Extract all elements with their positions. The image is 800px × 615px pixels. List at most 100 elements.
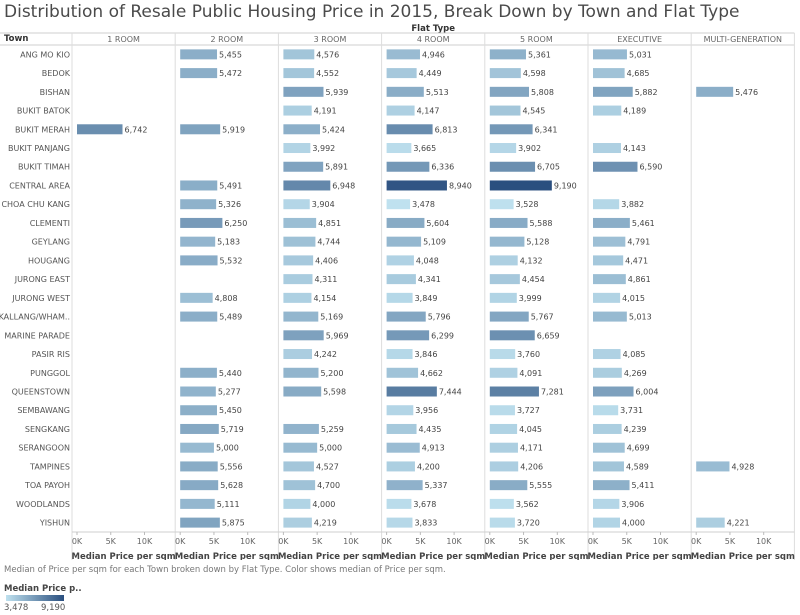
panel-header: 4 ROOM (417, 35, 450, 44)
bar (283, 86, 324, 97)
bar (489, 255, 518, 266)
bar (489, 292, 517, 303)
data-label: 5,259 (321, 425, 344, 434)
data-label: 5,513 (426, 88, 449, 97)
bar (283, 236, 316, 247)
data-label: 3,528 (516, 200, 539, 209)
bar (593, 386, 634, 397)
data-label: 9,190 (554, 181, 577, 190)
bar (489, 274, 520, 285)
bar (283, 367, 319, 378)
data-label: 5,532 (220, 256, 243, 265)
data-label: 7,281 (541, 388, 564, 397)
x-tick-label: 10K (137, 537, 153, 546)
town-label: HOUGANG (28, 256, 70, 265)
town-label: JURONG EAST (14, 275, 70, 284)
town-label: CENTRAL AREA (9, 181, 70, 190)
chart-title: Distribution of Resale Public Housing Pr… (4, 2, 740, 22)
data-label: 4,928 (731, 462, 754, 471)
bar (489, 199, 514, 210)
bar (593, 498, 620, 509)
bar (180, 180, 218, 191)
data-label: 4,435 (419, 425, 442, 434)
bar (386, 255, 414, 266)
bar (489, 68, 521, 79)
bar (489, 143, 517, 154)
data-label: 5,411 (632, 481, 655, 490)
bar (283, 386, 322, 397)
bar (283, 124, 321, 135)
data-label: 5,109 (423, 238, 446, 247)
x-tick-label: 0K (588, 537, 599, 546)
bar (593, 442, 625, 453)
bar (180, 68, 218, 79)
data-label: 5,111 (217, 500, 240, 509)
data-label: 5,939 (325, 88, 348, 97)
bar (489, 386, 539, 397)
data-label: 6,341 (535, 125, 558, 134)
data-label: 3,478 (412, 200, 435, 209)
data-label: 6,004 (636, 388, 659, 397)
bar (386, 105, 415, 116)
data-label: 5,424 (322, 125, 345, 134)
legend-min-label: 3,478 (4, 603, 29, 613)
town-label: TOA PAYOH (24, 481, 70, 490)
bar (489, 217, 528, 228)
data-label: 4,000 (312, 500, 335, 509)
data-label: 3,999 (519, 294, 542, 303)
x-tick-label: 5K (312, 537, 323, 546)
bar (386, 292, 413, 303)
x-tick-label: 10K (550, 537, 566, 546)
data-label: 5,882 (635, 88, 658, 97)
bar (386, 480, 423, 491)
bar (283, 255, 314, 266)
color-legend-gradient (6, 595, 64, 601)
data-label: 4,527 (316, 462, 339, 471)
x-tick-label: 0K (485, 537, 496, 546)
data-label: 4,471 (625, 256, 648, 265)
bar (489, 461, 519, 472)
bar (283, 49, 315, 60)
town-label: CLEMENTI (30, 219, 70, 228)
bar (593, 255, 624, 266)
panel-header: 5 ROOM (520, 35, 553, 44)
data-label: 3,833 (414, 519, 437, 528)
bar (489, 311, 529, 322)
bar (489, 105, 521, 116)
town-label: MARINE PARADE (4, 331, 70, 340)
bar (180, 124, 221, 135)
bar (489, 236, 525, 247)
x-axis-title: Median Price per sqm (381, 552, 485, 560)
bar (180, 442, 214, 453)
bar (593, 143, 621, 154)
bar (386, 517, 413, 528)
bar-chart: Flat Type Town 1 ROOM 2 ROOM 3 ROOM 4 ROOM 5 R… (0, 24, 795, 560)
bar (180, 217, 223, 228)
bar (386, 199, 411, 210)
data-label: 5,491 (219, 181, 242, 190)
data-label: 4,269 (624, 369, 647, 378)
town-label: PASIR RIS (32, 350, 70, 359)
bar (489, 498, 514, 509)
data-label: 4,454 (522, 275, 545, 284)
bar (489, 349, 516, 360)
data-label: 4,946 (422, 50, 445, 59)
data-label: 4,851 (318, 219, 341, 228)
data-label: 4,791 (627, 238, 650, 247)
data-label: 5,598 (323, 388, 346, 397)
bar (489, 330, 535, 341)
data-label: 3,906 (621, 500, 644, 509)
x-tick-label: 5K (106, 537, 117, 546)
row-header-label: Town (4, 34, 28, 44)
town-label: WOODLANDS (16, 500, 70, 509)
data-label: 5,455 (219, 50, 242, 59)
data-label: 6,948 (332, 181, 355, 190)
bar (386, 143, 412, 154)
bar (283, 180, 331, 191)
bar (593, 217, 630, 228)
data-label: 4,085 (623, 350, 646, 359)
bar (283, 105, 312, 116)
bar (386, 180, 447, 191)
data-label: 5,169 (320, 313, 343, 322)
bar (489, 480, 528, 491)
